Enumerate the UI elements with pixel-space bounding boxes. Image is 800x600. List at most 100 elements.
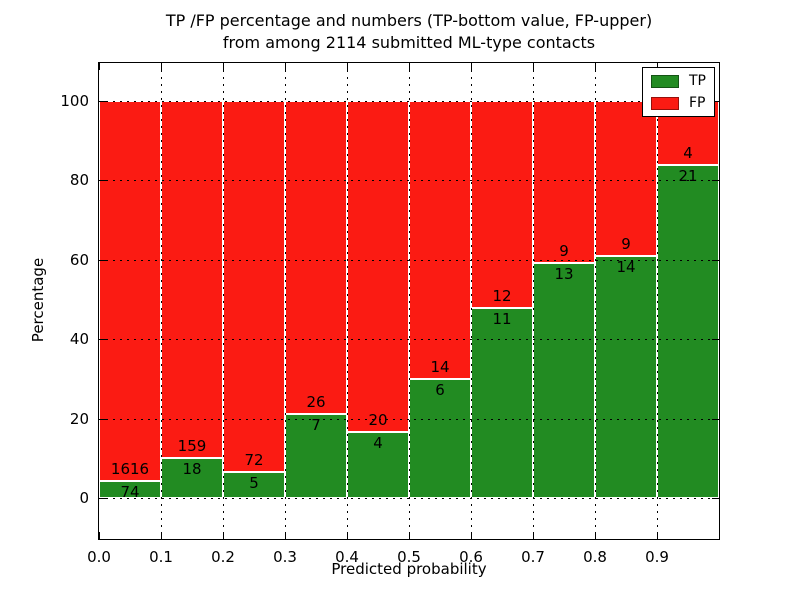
fp-count-label: 9 bbox=[559, 242, 569, 261]
bar-tp-segment bbox=[223, 472, 285, 498]
bar-fp-segment bbox=[533, 101, 595, 264]
tp-count-label: 5 bbox=[249, 474, 259, 493]
fp-count-label: 4 bbox=[683, 143, 693, 162]
x-gridline bbox=[471, 63, 472, 539]
x-tick-label: 0.5 bbox=[397, 548, 421, 566]
bar-fp-segment bbox=[161, 101, 223, 458]
fp-count-label: 159 bbox=[177, 436, 207, 455]
x-tick-mark bbox=[471, 63, 472, 70]
x-tick-label: 0.8 bbox=[583, 548, 607, 566]
bar-fp-segment bbox=[285, 101, 347, 414]
fp-count-label: 26 bbox=[306, 392, 326, 411]
bar-tp-segment bbox=[471, 308, 533, 498]
y-tick-label: 20 bbox=[69, 409, 89, 428]
y-tick-label: 80 bbox=[69, 171, 89, 190]
y-tick-mark bbox=[712, 101, 719, 102]
tp-count-label: 7 bbox=[311, 415, 321, 434]
x-gridline bbox=[409, 63, 410, 539]
x-tick-label: 0.7 bbox=[521, 548, 545, 566]
bar-fp-segment bbox=[347, 101, 409, 432]
chart-title-line-2: from among 2114 submitted ML-type contac… bbox=[222, 33, 596, 52]
x-gridline bbox=[657, 63, 658, 539]
x-tick-mark bbox=[161, 63, 162, 70]
y-tick-label: 60 bbox=[69, 250, 89, 269]
legend-swatch-fp bbox=[651, 96, 679, 110]
fp-count-label: 9 bbox=[621, 235, 631, 254]
legend-label-tp: TP bbox=[689, 73, 706, 89]
x-tick-mark bbox=[409, 532, 410, 539]
y-tick-mark bbox=[99, 498, 106, 499]
tp-count-label: 4 bbox=[373, 433, 383, 452]
x-gridline bbox=[533, 63, 534, 539]
legend-swatch-tp bbox=[651, 74, 679, 88]
bar-tp-segment bbox=[161, 457, 223, 498]
x-tick-label: 0.2 bbox=[211, 548, 235, 566]
bar-tp-segment bbox=[595, 256, 657, 498]
legend: TP FP bbox=[642, 67, 715, 117]
bar-tp-segment bbox=[99, 480, 161, 498]
x-tick-mark bbox=[657, 63, 658, 70]
x-tick-mark bbox=[533, 532, 534, 539]
bar-fp-segment bbox=[409, 101, 471, 379]
x-gridline bbox=[595, 63, 596, 539]
tp-count-label: 18 bbox=[182, 459, 202, 478]
y-tick-mark bbox=[712, 339, 719, 341]
y-tick-mark bbox=[712, 498, 719, 499]
x-tick-mark bbox=[285, 63, 286, 70]
x-tick-label: 0.3 bbox=[273, 548, 297, 566]
y-tick-mark bbox=[712, 418, 719, 420]
legend-label-fp: FP bbox=[689, 95, 706, 111]
x-tick-mark bbox=[223, 532, 224, 539]
y-tick-mark bbox=[99, 180, 106, 182]
x-axis-label: Predicted probability bbox=[331, 560, 487, 578]
chart-title: TP /FP percentage and numbers (TP-bottom… bbox=[98, 10, 720, 54]
x-tick-label: 0.0 bbox=[87, 548, 111, 566]
tp-count-label: 11 bbox=[492, 310, 512, 329]
x-tick-mark bbox=[285, 532, 286, 539]
bar-fp-segment bbox=[99, 101, 161, 481]
y-tick-label: 0 bbox=[79, 489, 89, 507]
legend-item: FP bbox=[651, 95, 706, 111]
y-tick-mark bbox=[99, 259, 106, 261]
x-tick-mark bbox=[595, 532, 596, 539]
tp-count-label: 6 bbox=[435, 380, 445, 399]
x-gridline bbox=[285, 63, 286, 539]
tp-count-label: 13 bbox=[554, 265, 574, 284]
y-tick-mark bbox=[712, 180, 719, 182]
x-tick-mark bbox=[595, 63, 596, 70]
y-tick-label: 40 bbox=[69, 330, 89, 349]
x-tick-mark bbox=[657, 532, 658, 539]
y-tick-mark bbox=[712, 259, 719, 261]
x-gridline bbox=[347, 63, 348, 539]
x-tick-label: 0.4 bbox=[335, 548, 359, 566]
tp-count-label: 14 bbox=[616, 258, 636, 277]
x-tick-mark bbox=[99, 532, 100, 539]
y-tick-label: 100 bbox=[60, 92, 89, 110]
y-tick-mark bbox=[99, 418, 106, 420]
tp-count-label: 21 bbox=[678, 166, 698, 185]
y-tick-mark bbox=[99, 101, 106, 102]
tp-count-label: 74 bbox=[120, 482, 140, 501]
fp-count-label: 14 bbox=[430, 357, 450, 376]
bar-tp-segment bbox=[533, 263, 595, 498]
fp-count-label: 1616 bbox=[110, 459, 150, 478]
x-tick-mark bbox=[471, 532, 472, 539]
y-tick-mark bbox=[99, 339, 106, 341]
x-tick-mark bbox=[347, 532, 348, 539]
x-gridline bbox=[161, 63, 162, 539]
fp-count-label: 72 bbox=[244, 451, 264, 470]
x-tick-mark bbox=[533, 63, 534, 70]
plot-area: TP FP 1616 74 159 18 72 5 26 7 20 4 14 6 12 11 9 13 9 14 4 2… bbox=[60, 62, 720, 566]
x-tick-label: 0.1 bbox=[149, 548, 173, 566]
x-tick-label: 0.6 bbox=[459, 548, 483, 566]
fp-count-label: 12 bbox=[492, 287, 512, 306]
bar-fp-segment bbox=[595, 101, 657, 257]
bar-tp-segment bbox=[285, 413, 347, 498]
legend-item: TP bbox=[651, 73, 706, 89]
x-tick-label: 0.9 bbox=[645, 548, 669, 566]
x-tick-mark bbox=[161, 532, 162, 539]
chart-title-line-1: TP /FP percentage and numbers (TP-bottom… bbox=[165, 11, 653, 30]
x-tick-mark bbox=[99, 63, 100, 70]
x-tick-mark bbox=[223, 63, 224, 70]
x-tick-mark bbox=[347, 63, 348, 70]
